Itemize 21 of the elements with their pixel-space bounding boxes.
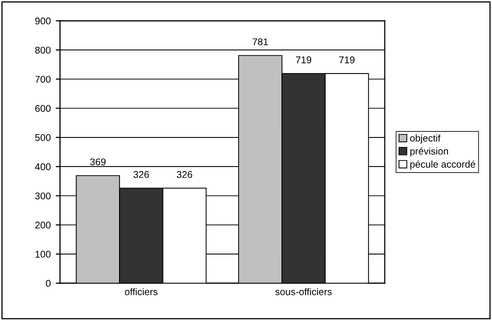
y-tick-label: 300 [35, 192, 51, 200]
x-tick-label: officiers [124, 288, 158, 296]
legend-label: pécule accordé [410, 160, 476, 170]
y-tick-label: 600 [35, 105, 51, 112]
data-label: 781 [252, 38, 268, 46]
data-label: 719 [296, 56, 312, 64]
legend-label: objectif [410, 134, 441, 144]
data-label: 326 [133, 171, 149, 178]
data-label: 326 [176, 171, 192, 178]
y-tick-label: 100 [36, 250, 51, 258]
y-tick-label: 900 [35, 18, 51, 24]
y-tick-label: 200 [35, 222, 51, 229]
x-tick-label: sous-officiers [275, 288, 332, 296]
y-tick-label: 400 [35, 163, 51, 170]
legend-label: prévision [410, 147, 448, 157]
data-label: 369 [90, 158, 106, 166]
data-label: 719 [339, 56, 355, 64]
y-tick-label: 700 [35, 76, 51, 83]
y-tick-label: 500 [35, 134, 51, 142]
y-tick-label: 800 [35, 46, 51, 54]
y-tick-label: 0 [46, 280, 51, 287]
